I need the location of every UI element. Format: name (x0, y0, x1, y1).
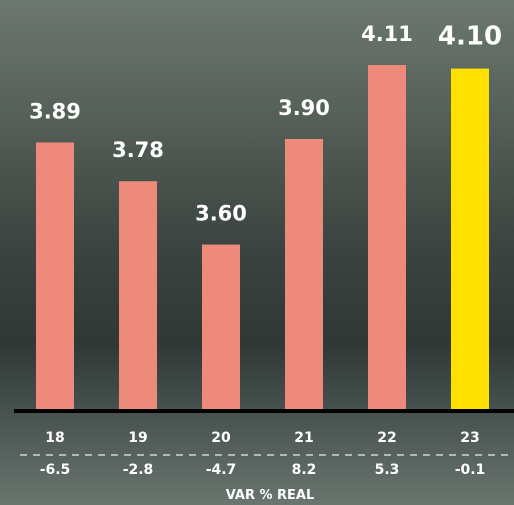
bar-18 (36, 142, 74, 411)
var-value-21: 8.2 (292, 462, 317, 478)
bar-23 (451, 68, 489, 410)
value-label-19: 3.78 (112, 138, 164, 162)
bars-group (36, 65, 489, 411)
bar-22 (368, 65, 406, 410)
x-tick-18: 18 (45, 430, 64, 446)
var-values-group: -6.5 -2.8 -4.7 8.2 5.3 -0.1 (40, 462, 486, 478)
bar-21 (285, 138, 323, 410)
var-value-18: -6.5 (40, 462, 71, 478)
x-tick-21: 21 (294, 430, 313, 446)
bar-20 (202, 244, 240, 410)
var-value-23: -0.1 (455, 462, 486, 478)
value-label-23: 4.10 (438, 22, 502, 52)
value-label-22: 4.11 (361, 22, 413, 46)
x-tick-labels-group: 18 19 20 21 22 23 (45, 430, 479, 446)
x-tick-23: 23 (460, 430, 479, 446)
var-value-22: 5.3 (375, 462, 400, 478)
x-tick-22: 22 (377, 430, 396, 446)
value-label-20: 3.60 (195, 202, 247, 226)
value-label-21: 3.90 (278, 96, 330, 120)
value-label-18: 3.89 (29, 99, 81, 123)
x-tick-19: 19 (128, 430, 147, 446)
var-value-19: -2.8 (123, 462, 154, 478)
bar-19 (119, 181, 157, 410)
value-labels-group: 3.89 3.78 3.60 3.90 4.11 4.10 (29, 22, 502, 226)
var-value-20: -4.7 (206, 462, 237, 478)
var-row-title: VAR % REAL (226, 488, 315, 503)
x-tick-20: 20 (211, 430, 231, 446)
